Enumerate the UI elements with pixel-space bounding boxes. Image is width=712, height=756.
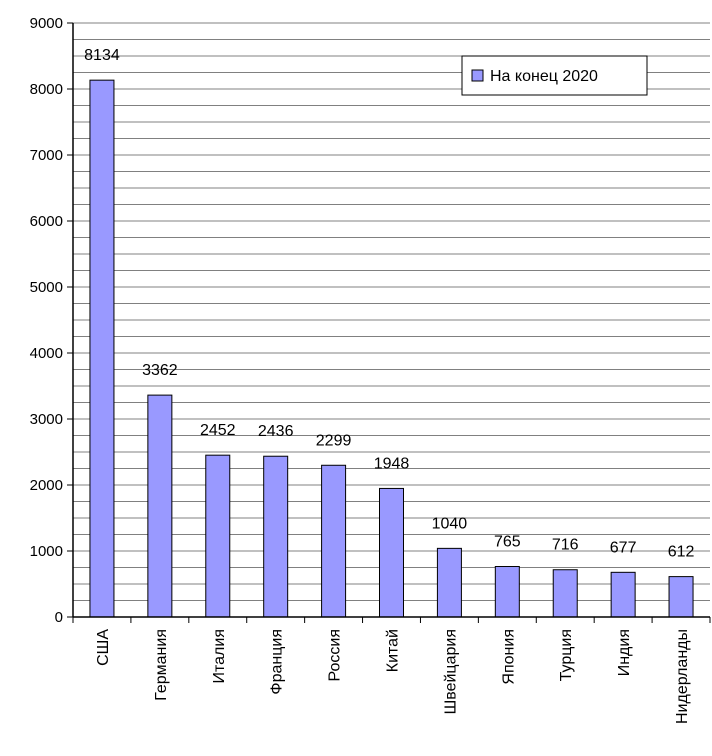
data-label: 3362 xyxy=(142,362,178,379)
category-label: Швейцария xyxy=(442,629,459,714)
category-label: Германия xyxy=(153,629,170,701)
category-label: Турция xyxy=(558,629,575,681)
data-label: 2436 xyxy=(258,423,294,440)
data-label: 8134 xyxy=(84,47,120,64)
gridlines xyxy=(73,22,710,601)
bar xyxy=(494,566,520,618)
y-tick-label: 5000 xyxy=(30,279,63,296)
data-label: 677 xyxy=(610,539,637,556)
category-label: Япония xyxy=(500,629,517,685)
data-label: 612 xyxy=(668,544,695,561)
bar xyxy=(147,394,173,618)
axes: 0 1000 2000 3000 4000 5000 6000 7000 8000 9000 xyxy=(30,15,711,626)
y-tick-label: 3000 xyxy=(30,411,63,428)
bar xyxy=(321,464,347,618)
legend-label: На конец 2020 xyxy=(490,68,598,85)
category-label: Китай xyxy=(385,629,402,672)
y-tick-label: 8000 xyxy=(30,81,63,98)
y-tick-label: 9000 xyxy=(30,15,63,32)
bar xyxy=(668,576,694,618)
category-label: Нидерланды xyxy=(674,629,691,724)
legend-swatch xyxy=(471,69,484,82)
bar xyxy=(610,571,636,618)
data-label: 2452 xyxy=(200,422,236,439)
legend: На конец 2020 xyxy=(461,55,648,96)
category-label: Россия xyxy=(327,629,344,681)
bar xyxy=(379,487,404,618)
data-label: 1040 xyxy=(432,515,468,532)
category-label: Италия xyxy=(211,629,228,683)
bar xyxy=(552,569,578,618)
bar xyxy=(436,547,462,618)
y-tick-label: 6000 xyxy=(30,213,63,230)
bars xyxy=(89,79,694,618)
y-tick-label: 4000 xyxy=(30,345,63,362)
data-label: 716 xyxy=(552,537,579,554)
bar xyxy=(263,455,289,618)
bar xyxy=(205,454,231,618)
category-label: США xyxy=(95,629,112,666)
y-tick-label: 1000 xyxy=(30,543,63,560)
bar xyxy=(89,79,115,618)
labels: 8134 США 3362 Германия 2452 Италия 2436 Франция… xyxy=(84,47,694,724)
data-label: 2299 xyxy=(316,432,352,449)
y-tick-label: 2000 xyxy=(30,477,63,494)
category-label: Франция xyxy=(269,629,286,695)
y-tick-label: 7000 xyxy=(30,147,63,164)
y-tick-label: 0 xyxy=(55,609,63,626)
data-label: 765 xyxy=(494,534,521,551)
category-label: Индия xyxy=(616,629,633,676)
legend-box xyxy=(461,55,648,96)
data-label: 1948 xyxy=(374,455,410,472)
